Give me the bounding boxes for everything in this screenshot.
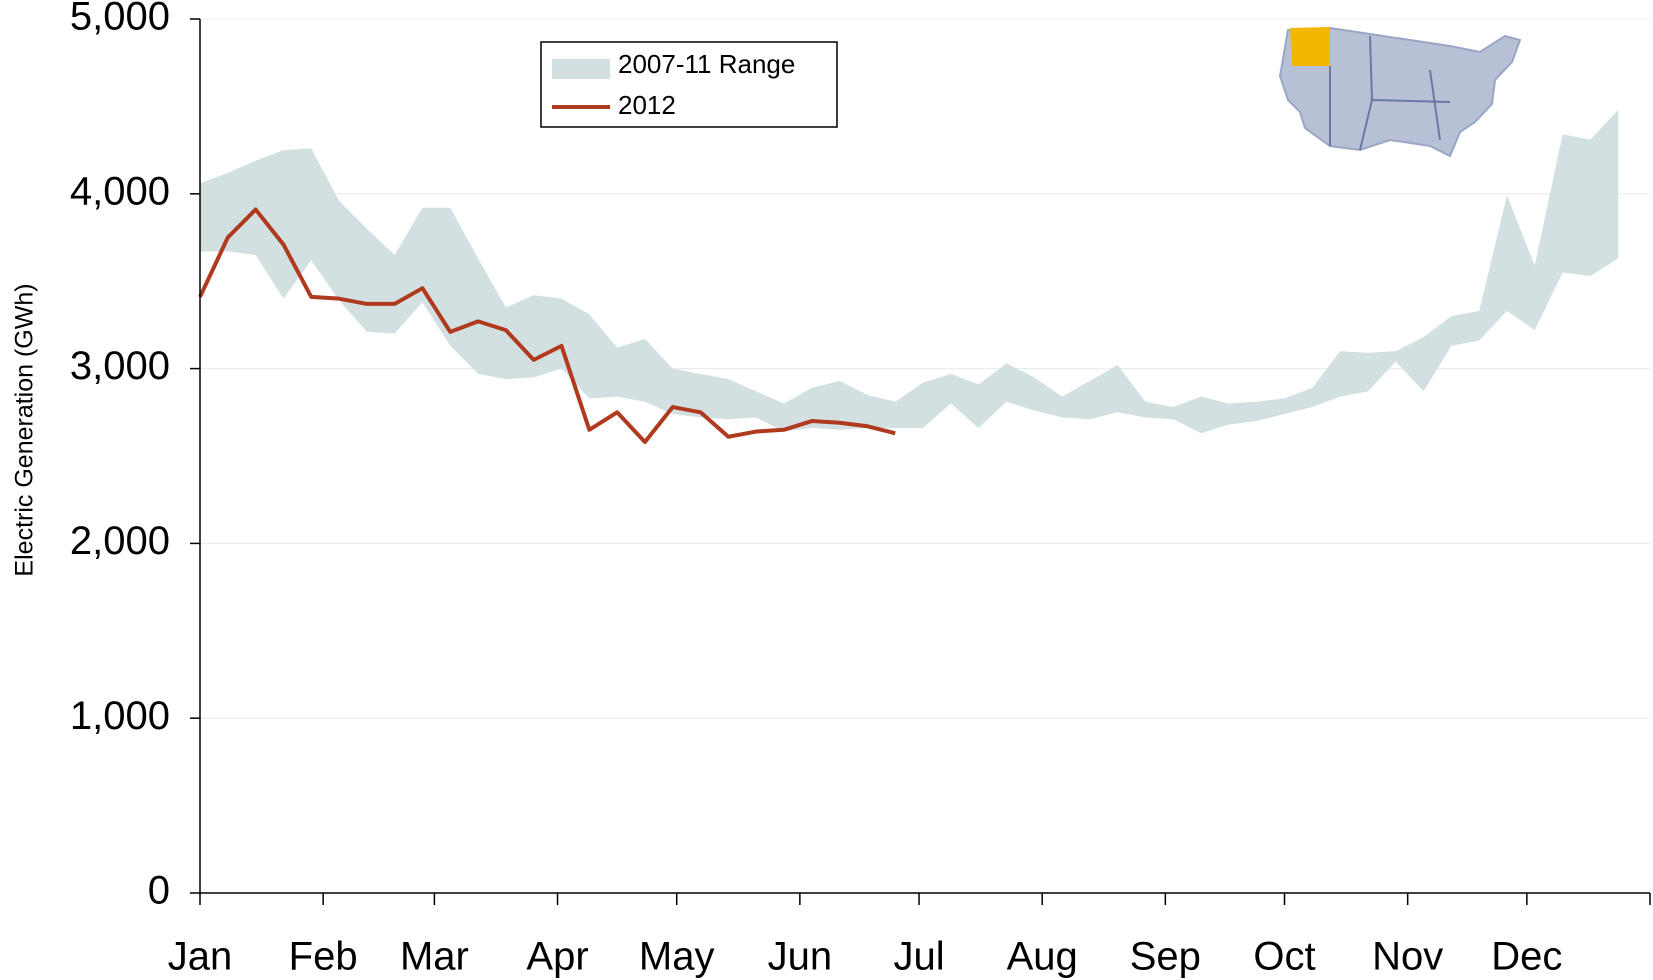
y-tick-label: 0 — [148, 869, 170, 913]
region-map — [1278, 26, 1522, 158]
legend-label: 2012 — [618, 90, 676, 120]
x-tick-label: Nov — [1372, 935, 1443, 979]
y-tick-label: 4,000 — [70, 169, 170, 213]
y-tick-label: 2,000 — [70, 519, 170, 563]
plot: 0 1,000 2,000 3,000 4,000 5,000 Jan Feb Mar Apr Ma… — [70, 0, 1651, 979]
region-borders — [1329, 35, 1451, 151]
x-tick-label: Dec — [1491, 935, 1562, 979]
x-tick-label: Jul — [893, 935, 944, 979]
range-band — [200, 109, 1619, 434]
y-tick-label: 3,000 — [70, 344, 170, 388]
x-tick-label: May — [639, 935, 715, 979]
x-tick-label: Jun — [768, 935, 833, 979]
x-tick-label: Jan — [168, 935, 233, 979]
highlight-region — [1290, 27, 1330, 66]
legend: 2007-11 Range 2012 — [540, 41, 838, 128]
y-axis-title: Electric Generation (GWh) — [11, 283, 39, 576]
x-tick-label: Apr — [526, 935, 588, 979]
legend-label: 2007-11 Range — [618, 49, 795, 79]
y-tick-label: 5,000 — [70, 0, 170, 39]
x-tick-label: Sep — [1130, 935, 1201, 979]
x-tick-label: Oct — [1253, 935, 1315, 979]
x-tick-label: Aug — [1007, 935, 1078, 979]
y-tick-label: 1,000 — [70, 694, 170, 738]
x-tick-label: Mar — [400, 935, 469, 979]
series-line — [198, 207, 896, 445]
us-map — [1278, 26, 1522, 158]
legend-box — [540, 41, 838, 128]
legend-swatch — [552, 59, 610, 79]
x-tick-label: Feb — [289, 935, 358, 979]
